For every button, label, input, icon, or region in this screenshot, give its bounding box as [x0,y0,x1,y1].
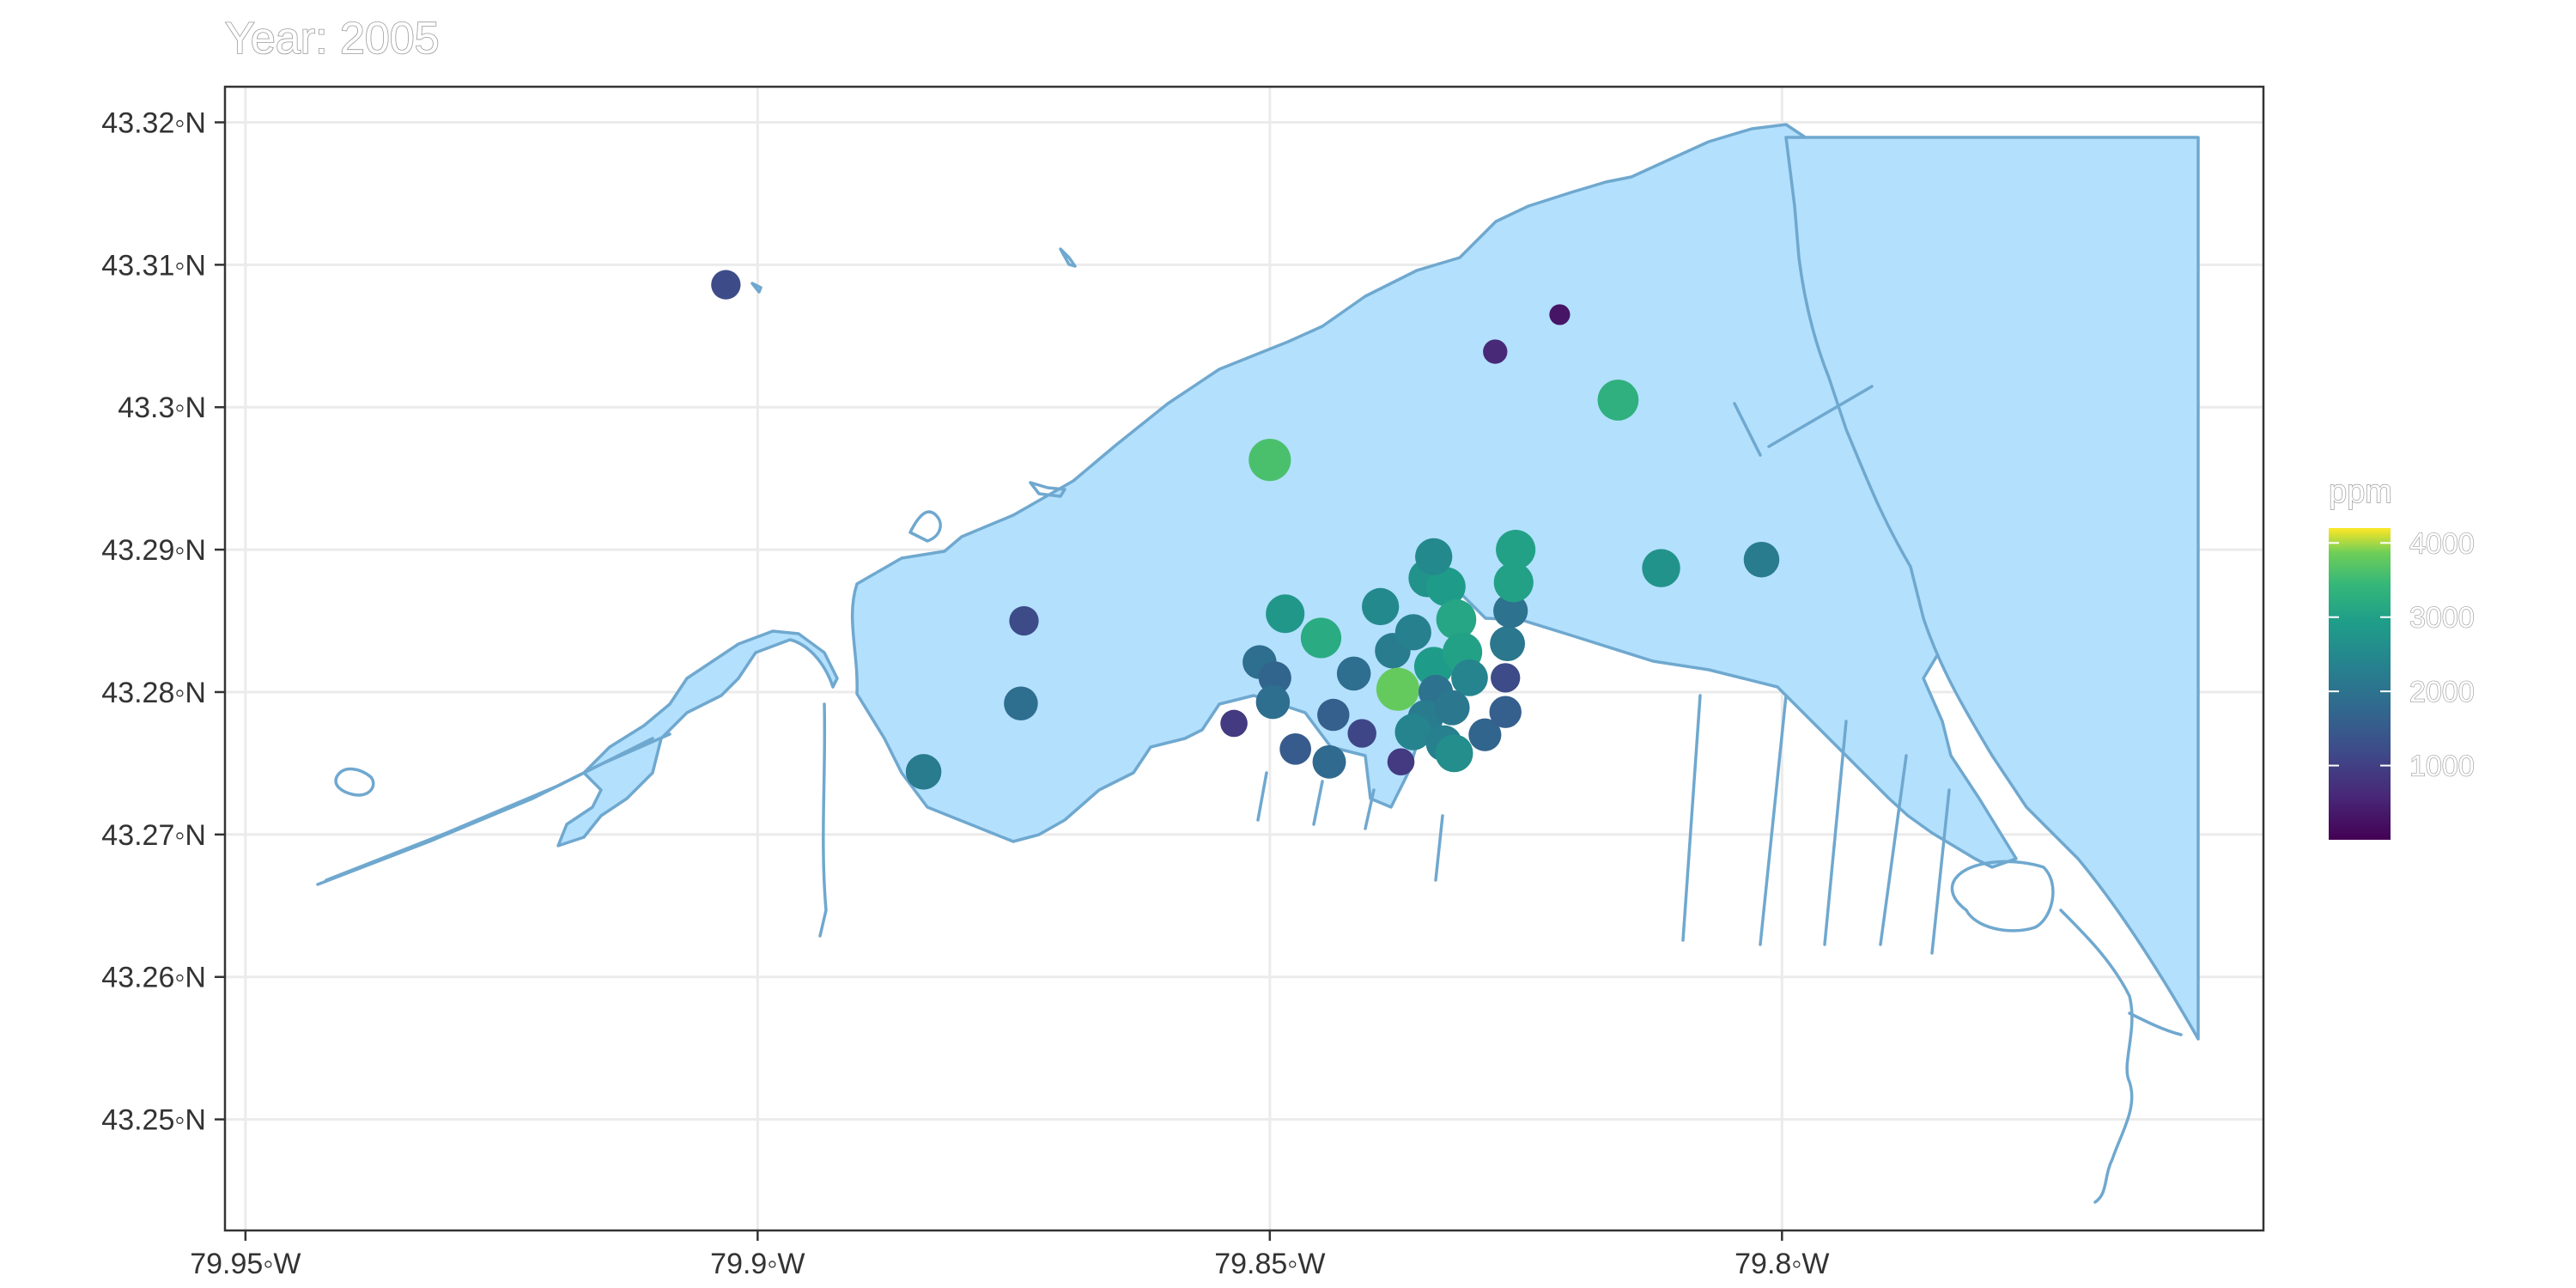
y-axis: 43.25◦N 43.26◦N 43.27◦N 43.28◦N 43.29◦N 43.3◦… [101,106,225,1137]
inlet-west-line [908,510,942,543]
lake-ontario-polygon [1784,136,2200,1041]
west-channel-line-2 [325,737,654,882]
sample-point [1387,748,1415,776]
y-tick-label: 43.3◦N [118,392,206,424]
sample-point [1434,690,1470,726]
x-tick-label: 79.95◦W [190,1248,301,1280]
y-tick-label: 43.28◦N [101,677,206,709]
sample-point [1317,698,1350,732]
pier-3-line [1364,788,1376,830]
y-tick-label: 43.27◦N [101,819,206,852]
legend-ticks: 1000 2000 3000 4000 [2329,527,2475,783]
sample-point [1266,594,1305,634]
sample-point [1496,530,1536,570]
pier-2-line [1312,780,1324,826]
sample-point [1336,656,1371,691]
legend-label: 3000 [2409,602,2475,635]
island-north-outline [1059,247,1077,268]
breakwater-line-2 [1733,402,1762,457]
sample-point [1493,593,1528,629]
sample-point [1426,567,1466,607]
sample-point [1597,380,1639,421]
sample-point [1300,617,1342,659]
sample-point [1004,686,1038,721]
legend-label: 4000 [2409,527,2475,560]
pier-8-line [1879,754,1908,946]
sample-point [1362,587,1400,626]
pier-5-line [1681,694,1702,942]
spit-outline [1029,481,1066,498]
sample-point [1483,339,1508,364]
sample-point [1415,538,1453,576]
breakwater-line [1767,385,1874,448]
plot-title: Year: 2005 [225,14,440,64]
sample-point [1394,614,1431,651]
west-marsh-polygon [556,629,839,848]
sample-point [1549,304,1571,325]
pier-4-line [1434,814,1444,882]
x-tick-label: 79.8◦W [1735,1248,1829,1280]
sample-point [1376,667,1420,711]
y-tick-label: 43.32◦N [101,106,206,139]
pier-6-line [1759,694,1788,946]
sample-point [1258,661,1291,695]
pier-9-line [1930,788,1951,955]
sample-point [1009,605,1039,636]
sample-point [1642,549,1680,587]
legend-label: 1000 [2409,750,2475,783]
legend-colorbar [2329,528,2391,840]
east-creek-line [2059,908,2134,1204]
harbour-water [556,123,2200,1041]
island-west-outline [750,282,762,294]
east-creek-line-2 [2128,1012,2183,1036]
sample-point [1312,744,1346,779]
sample-point [1436,599,1477,640]
sample-point [1347,719,1376,748]
x-tick-label: 79.9◦W [710,1248,805,1280]
x-axis: 79.95◦W 79.9◦W 79.85◦W 79.8◦W [190,1230,1829,1280]
legend-title: ppm [2329,474,2392,510]
small-pond-outline [334,767,375,797]
y-tick-label: 43.25◦N [101,1104,206,1137]
pier-7-line [1823,720,1848,946]
creek-south-line [818,702,828,938]
sample-point [905,754,942,790]
sample-point [1743,541,1780,578]
sample-point [1490,626,1526,662]
sample-point [1435,734,1473,773]
panel-border [223,85,2265,1232]
y-tick-label: 43.29◦N [101,534,206,567]
y-tick-label: 43.26◦N [101,962,206,994]
sample-point [1468,718,1502,751]
x-tick-label: 79.85◦W [1214,1248,1325,1280]
sample-point [1489,696,1522,728]
sample-point [1491,663,1521,693]
sample-point [1451,659,1488,696]
shoreline-features [316,247,2183,1204]
east-marsh-outline [1950,860,2055,933]
sample-point [1394,714,1432,750]
y-tick-label: 43.31◦N [101,249,206,282]
sample-point [1220,709,1248,738]
sample-point [1255,684,1291,720]
sample-points [711,270,1780,790]
sample-point [1493,562,1534,603]
sample-point [1249,439,1291,482]
pier-1-line [1256,771,1268,822]
legend-label: 2000 [2409,676,2475,708]
sample-point [711,270,741,300]
color-legend: ppm 1000 2000 3000 4000 [2328,473,2475,840]
sample-point [1279,732,1312,765]
